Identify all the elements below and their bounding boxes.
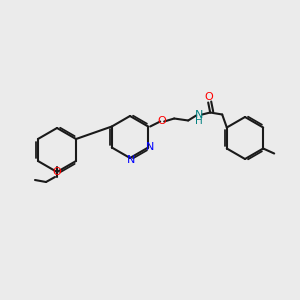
Text: O: O — [52, 167, 62, 177]
Text: H: H — [195, 116, 203, 125]
Text: N: N — [127, 155, 135, 165]
Text: N: N — [146, 142, 154, 152]
Text: N: N — [195, 110, 203, 121]
Text: O: O — [158, 116, 167, 127]
Text: O: O — [205, 92, 214, 103]
